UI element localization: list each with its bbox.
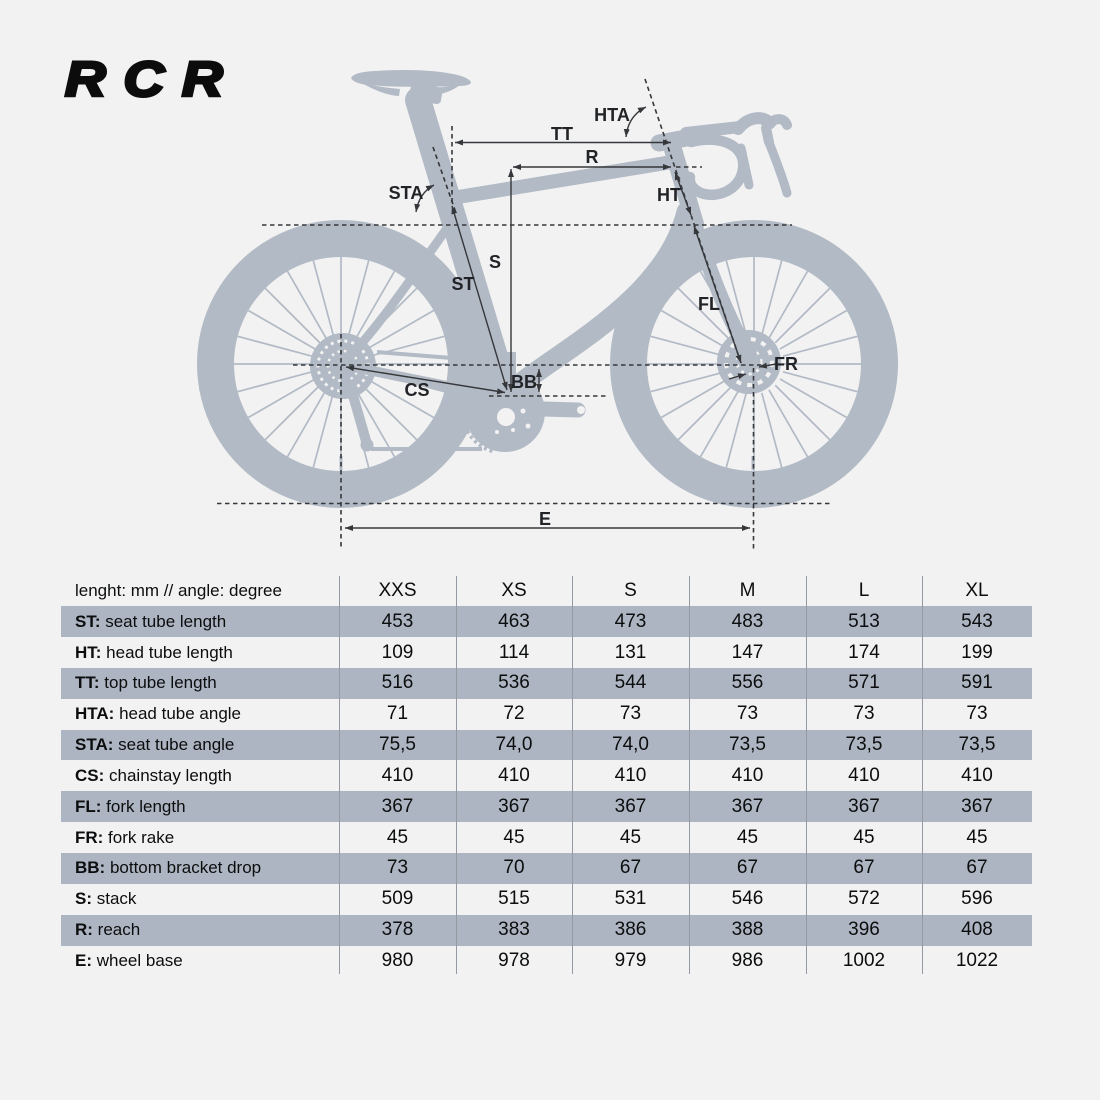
svg-text:HT: HT bbox=[657, 185, 681, 205]
svg-text:FL: FL bbox=[698, 294, 720, 314]
svg-text:ST: ST bbox=[451, 274, 474, 294]
svg-text:BB: BB bbox=[511, 372, 537, 392]
svg-text:STA: STA bbox=[389, 183, 424, 203]
svg-text:CS: CS bbox=[404, 380, 429, 400]
svg-text:HTA: HTA bbox=[594, 105, 630, 125]
svg-text:R: R bbox=[586, 147, 599, 167]
svg-text:FR: FR bbox=[774, 354, 798, 374]
svg-text:E: E bbox=[539, 509, 551, 529]
svg-text:TT: TT bbox=[551, 124, 573, 144]
svg-text:S: S bbox=[489, 252, 501, 272]
